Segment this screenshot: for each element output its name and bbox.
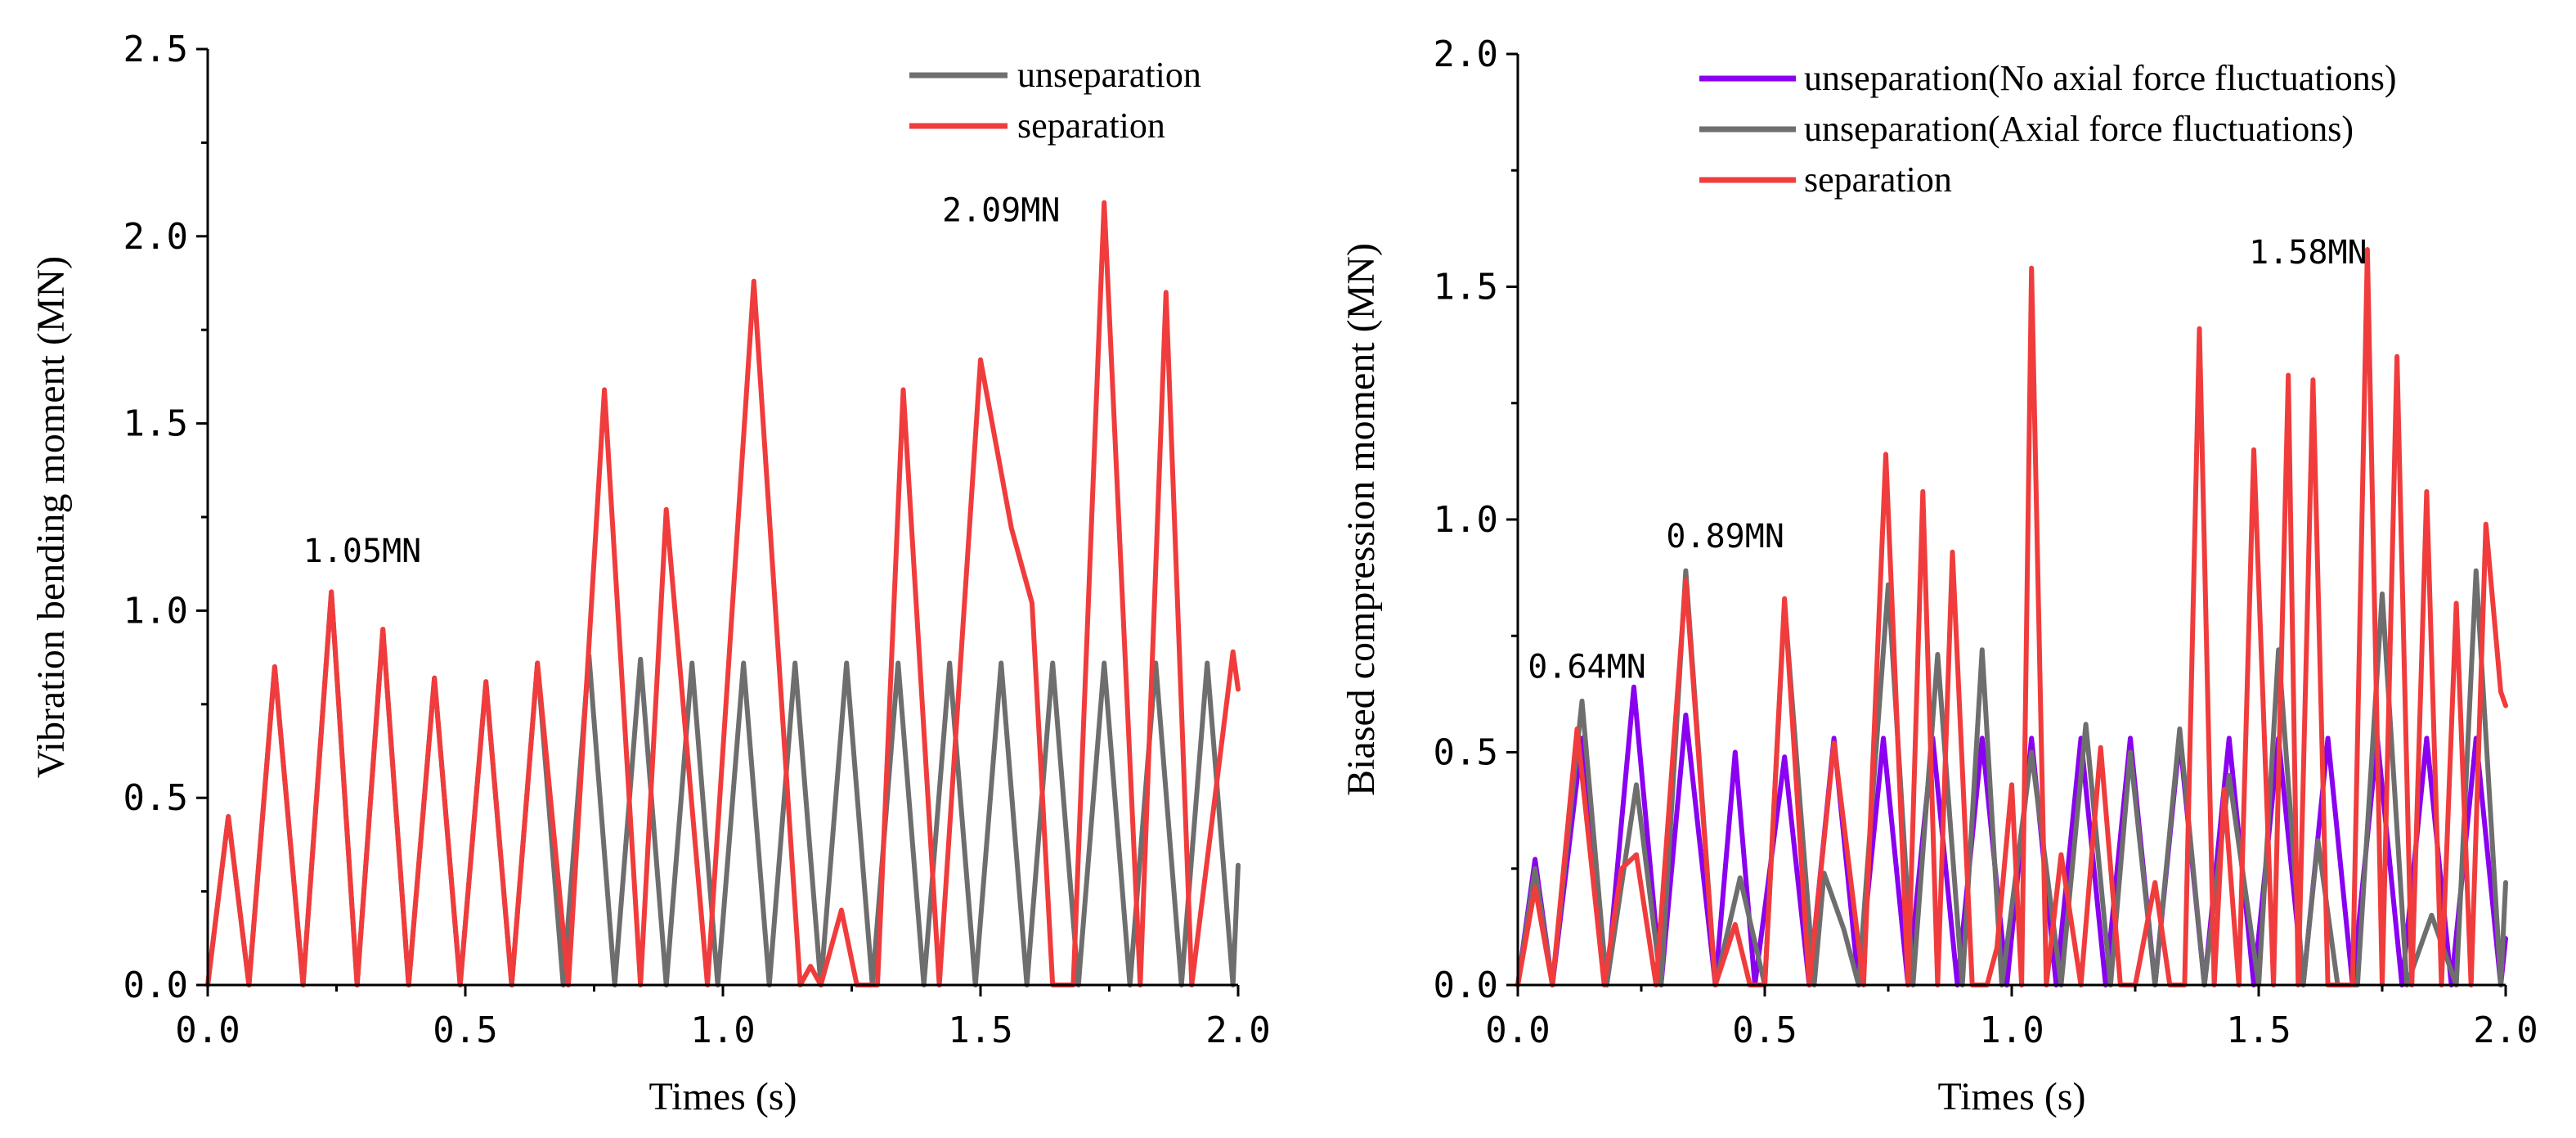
y-tick-label: 0.5 [1434,732,1498,774]
series-line-0-1 [205,200,1241,987]
x-tick-label: 1.5 [948,1010,1012,1051]
legend-label: unseparation [1017,55,1201,95]
bending-moment-chart: 0.0 0.5 1.0 1.5 2.0 0.0 0.5 1.0 1.5 2.0 2.5 Times (… [29,29,1271,1118]
y-axis-title: Vibration bending moment (MN) [29,256,73,778]
peak-annotation: 1.05MN [303,533,422,570]
peak-annotation: 2.09MN [942,191,1061,229]
y-tick-label: 1.5 [123,403,188,445]
legend-label: separation [1017,106,1165,146]
y-tick-label: 2.0 [1434,34,1498,75]
x-axis-title: Times (s) [649,1075,797,1118]
y-tick-label: 1.0 [123,590,188,632]
series-line-1-2 [1515,247,2508,987]
y-tick-label: 2.5 [123,29,188,70]
x-tick-label: 2.0 [2473,1010,2538,1051]
y-tick-label: 0.5 [123,777,188,819]
x-tick-label: 0.5 [1732,1010,1797,1051]
peak-annotation: 1.58MN [2249,234,2367,272]
legend-label: separation [1804,160,1952,200]
x-tick-label: 1.5 [2226,1010,2291,1051]
y-tick-label: 2.0 [123,216,188,258]
x-tick-label: 0.5 [433,1010,497,1051]
x-tick-label: 1.0 [1979,1010,2044,1051]
legend-label: unseparation(Axial force fluctuations) [1804,109,2354,149]
peak-annotation: 0.89MN [1666,518,1784,556]
x-axis-title: Times (s) [1938,1075,2086,1118]
x-tick-label: 1.0 [690,1010,755,1051]
peak-annotation: 0.64MN [1528,648,1646,686]
legend-label: unseparation(No axial force fluctuations… [1804,58,2397,98]
compression-moment-chart: 0.0 0.5 1.0 1.5 2.0 0.0 0.5 1.0 1.5 2.0 Times (s) B… [1340,34,2538,1118]
y-tick-label: 0.0 [123,965,188,1006]
y-tick-label: 1.0 [1434,499,1498,541]
x-tick-label: 0.0 [1485,1010,1550,1051]
y-tick-label: 0.0 [1434,965,1498,1006]
x-tick-label: 2.0 [1205,1010,1270,1051]
x-tick-label: 0.0 [175,1010,240,1051]
y-tick-label: 1.5 [1434,267,1498,308]
y-axis-title: Biased compression moment (MN) [1340,243,1383,796]
